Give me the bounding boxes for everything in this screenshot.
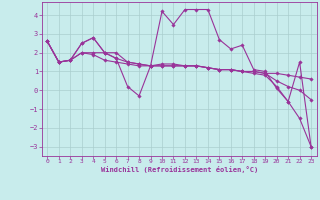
X-axis label: Windchill (Refroidissement éolien,°C): Windchill (Refroidissement éolien,°C): [100, 166, 258, 173]
